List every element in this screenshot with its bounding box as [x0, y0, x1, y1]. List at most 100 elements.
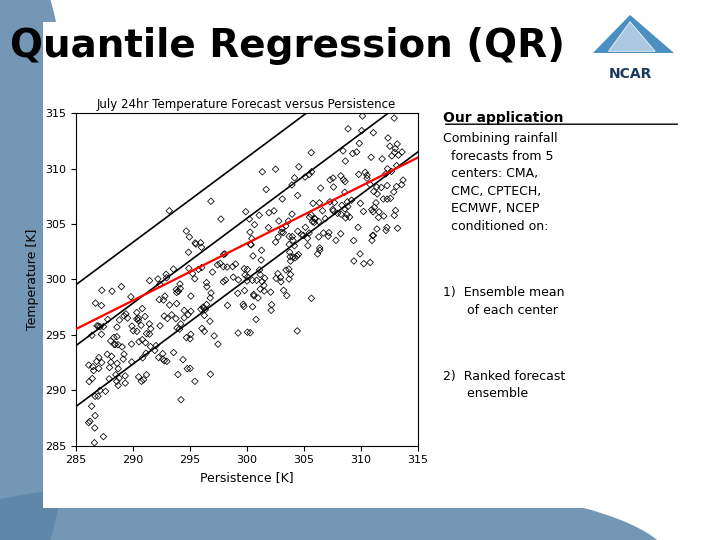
Point	[141, 370, 153, 379]
Point	[152, 275, 163, 284]
Point	[112, 381, 124, 390]
Point	[318, 228, 329, 237]
Point	[302, 241, 314, 250]
Point	[242, 273, 253, 281]
Point	[230, 260, 241, 268]
Point	[341, 198, 353, 206]
Point	[306, 167, 318, 176]
Point	[181, 227, 192, 235]
Point	[258, 287, 270, 295]
Point	[251, 276, 262, 285]
Point	[83, 418, 94, 427]
Point	[189, 377, 201, 386]
Point	[392, 224, 403, 233]
Point	[204, 370, 216, 379]
Point	[90, 299, 102, 307]
Point	[145, 342, 156, 351]
Point	[342, 202, 354, 211]
Point	[246, 234, 258, 243]
Point	[355, 199, 366, 208]
Point	[309, 218, 320, 227]
Point	[93, 322, 104, 330]
Point	[161, 270, 172, 279]
Point	[338, 176, 349, 184]
Point	[313, 217, 325, 226]
Text: Combining rainfall
  forecasts from 5
  centers: CMA,
  CMC, CPTECH,
  ECMWF, NC: Combining rainfall forecasts from 5 cent…	[443, 132, 557, 233]
Point	[389, 211, 400, 220]
Point	[339, 188, 351, 197]
Point	[397, 176, 409, 185]
Point	[291, 252, 302, 260]
Point	[342, 125, 354, 133]
Point	[104, 363, 115, 372]
X-axis label: Persistence [K]: Persistence [K]	[199, 471, 294, 484]
Point	[131, 308, 143, 317]
Point	[132, 314, 144, 322]
Point	[117, 342, 128, 351]
Point	[246, 240, 257, 249]
Y-axis label: Temperature [K]: Temperature [K]	[26, 229, 39, 330]
Point	[283, 217, 294, 225]
Point	[196, 264, 207, 272]
Point	[254, 285, 266, 293]
Point	[185, 330, 197, 339]
Point	[252, 294, 264, 302]
Point	[292, 191, 303, 200]
Point	[344, 213, 356, 221]
Point	[105, 336, 117, 345]
Point	[300, 173, 311, 181]
Point	[368, 231, 379, 240]
Point	[264, 208, 275, 217]
Point	[93, 353, 104, 362]
Point	[109, 340, 121, 349]
Point	[352, 223, 364, 232]
Point	[218, 250, 230, 259]
Point	[91, 321, 103, 330]
Point	[366, 205, 377, 214]
Point	[131, 315, 143, 323]
Point	[140, 339, 151, 347]
Point	[205, 289, 217, 298]
Point	[293, 163, 305, 171]
Point	[199, 306, 211, 314]
Point	[228, 273, 239, 281]
Point	[305, 211, 317, 219]
Point	[242, 328, 253, 336]
Point	[275, 278, 287, 286]
Polygon shape	[590, 14, 677, 54]
Point	[280, 221, 292, 230]
Point	[109, 340, 120, 349]
Point	[96, 301, 107, 310]
Point	[125, 293, 137, 301]
Point	[336, 210, 347, 219]
Point	[239, 271, 251, 279]
Point	[183, 248, 194, 256]
Point	[382, 165, 393, 173]
Point	[86, 331, 98, 340]
Point	[356, 112, 368, 120]
Point	[302, 234, 313, 242]
Point	[137, 354, 148, 362]
Point	[172, 370, 184, 379]
Point	[328, 174, 339, 183]
Point	[126, 322, 138, 330]
Point	[141, 329, 153, 338]
Point	[354, 249, 366, 258]
Point	[197, 303, 209, 312]
Point	[168, 348, 179, 357]
Point	[382, 181, 393, 190]
Point	[179, 314, 190, 322]
Point	[307, 218, 318, 226]
Point	[332, 209, 343, 218]
Point	[86, 402, 97, 410]
Point	[140, 349, 152, 357]
Point	[184, 334, 196, 343]
Point	[185, 292, 197, 300]
Point	[175, 320, 186, 328]
Point	[102, 350, 113, 359]
Point	[280, 266, 292, 274]
Point	[389, 114, 400, 123]
Point	[131, 327, 143, 336]
Point	[91, 357, 102, 366]
Point	[373, 213, 384, 222]
